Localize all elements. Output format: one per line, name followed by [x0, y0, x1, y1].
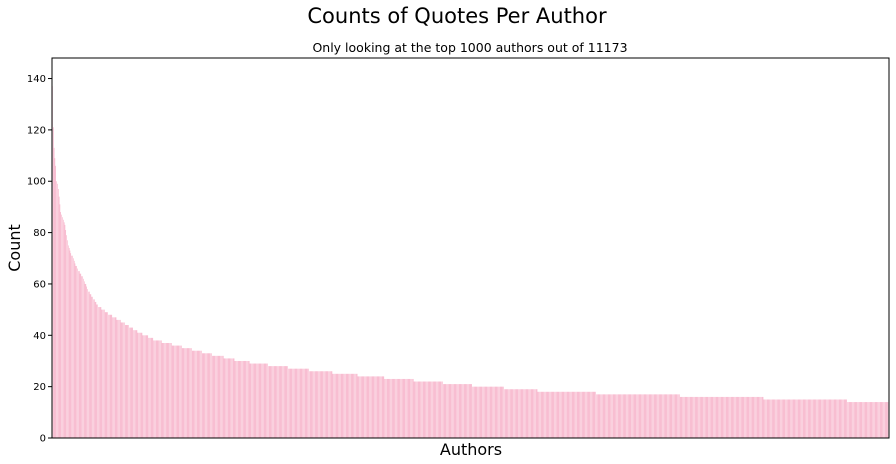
- y-axis-label: Count: [5, 224, 24, 272]
- y-tick-label: 80: [33, 228, 46, 239]
- y-tick-label: 40: [33, 331, 46, 342]
- y-tick-label: 0: [40, 434, 46, 445]
- y-tick-label: 60: [33, 279, 46, 290]
- y-tick-label: 20: [33, 382, 46, 393]
- chart-title: Counts of Quotes Per Author: [307, 4, 607, 28]
- bars-group: [52, 86, 889, 439]
- x-axis-label: Authors: [440, 440, 502, 459]
- chart-subtitle: Only looking at the top 1000 authors out…: [312, 40, 627, 55]
- y-tick-label: 140: [27, 74, 46, 85]
- y-axis-ticks: 0 20 40 60 80 100 120 140: [27, 74, 52, 445]
- y-tick-label: 120: [27, 125, 46, 136]
- plot-frame: [51, 57, 890, 439]
- y-tick-label: 100: [27, 177, 46, 188]
